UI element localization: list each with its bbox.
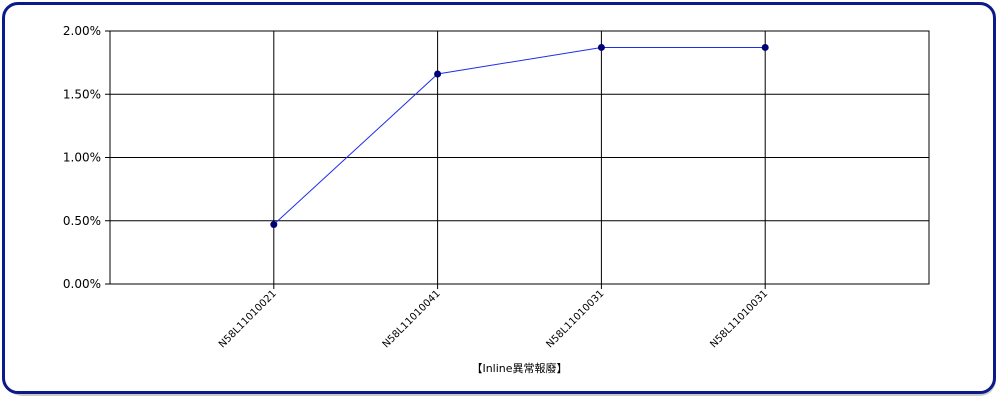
x-tick-label: N58L11010041 [381, 288, 443, 350]
grid [110, 30, 929, 285]
x-tick-label: N58L11010031 [708, 288, 770, 350]
data-point [270, 221, 278, 229]
y-tick-label: 0.00% [63, 277, 101, 291]
y-tick-label: 1.50% [63, 87, 101, 101]
series [270, 43, 769, 229]
data-point [597, 43, 605, 51]
x-axis-title: 【Inline異常報廢】 [471, 361, 567, 375]
data-point [761, 43, 769, 51]
x-tick-label: N58L11010031 [545, 288, 607, 350]
series-line [273, 46, 766, 225]
y-tick-label: 2.00% [63, 24, 101, 38]
axes [105, 30, 930, 289]
chart-frame [2, 2, 996, 394]
y-tick-label: 0.50% [63, 214, 101, 228]
plot-border [109, 30, 930, 285]
x-tick-label: N58L11010021 [217, 288, 279, 350]
y-tick-labels: 0.00% 0.50% 1.00% 1.50% 2.00% [63, 24, 101, 291]
y-tick-label: 1.00% [63, 151, 101, 165]
x-tick-labels: N58L11010021 N58L11010041 N58L11010031 N58L… [217, 288, 770, 350]
data-point [434, 70, 442, 78]
